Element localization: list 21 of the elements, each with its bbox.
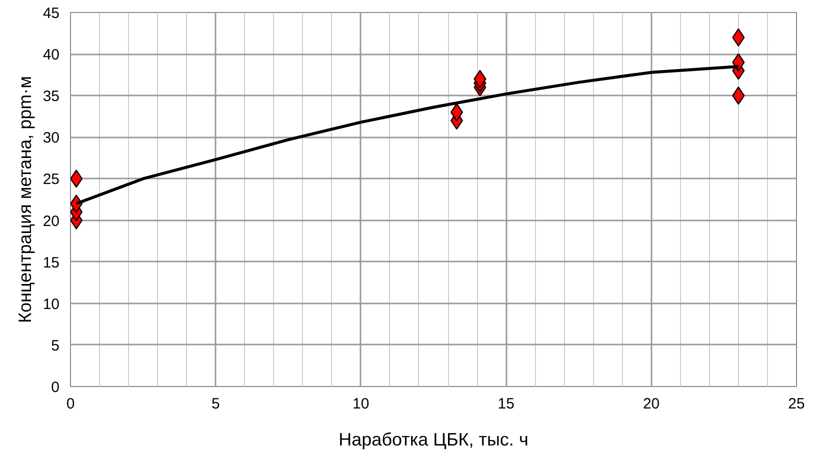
point (732, 86, 745, 105)
x-tick-label: 25 (788, 396, 805, 412)
x-tick-label: 10 (352, 396, 370, 412)
y-tick-label: 10 (42, 296, 60, 313)
x-tick-label: 0 (66, 396, 75, 412)
y-axis-title: Концентрация метана, ppm·м (14, 76, 35, 324)
x-axis-title: Наработка ЦБК, тыс. ч (338, 430, 528, 450)
y-tick-label: 15 (42, 254, 60, 272)
x-tick-label: 20 (642, 396, 660, 412)
y-tick-label: 35 (42, 88, 60, 106)
y-tick-label: 0 (51, 379, 60, 396)
y-tick-label: 45 (42, 5, 60, 22)
point (732, 53, 745, 72)
y-tick-label: 25 (42, 171, 60, 188)
x-tick-label: 15 (498, 396, 514, 412)
x-tick-label: 5 (212, 396, 220, 412)
y-tick-label: 30 (42, 130, 60, 147)
y-tick-label: 40 (42, 46, 60, 64)
point (450, 103, 463, 122)
y-tick-label: 20 (42, 212, 60, 230)
y-tick-label: 5 (51, 337, 60, 354)
